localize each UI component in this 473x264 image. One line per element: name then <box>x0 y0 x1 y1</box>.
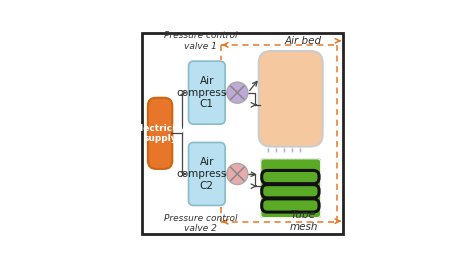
FancyBboxPatch shape <box>262 185 319 198</box>
Text: Tube
mesh: Tube mesh <box>289 210 318 232</box>
FancyBboxPatch shape <box>142 33 343 234</box>
Text: Pressure control
valve 2: Pressure control valve 2 <box>164 214 237 233</box>
Text: Air
compressor
C1: Air compressor C1 <box>176 76 237 109</box>
FancyBboxPatch shape <box>261 159 321 218</box>
FancyBboxPatch shape <box>262 199 319 212</box>
Circle shape <box>227 163 248 185</box>
Text: Air bed: Air bed <box>285 36 322 46</box>
Text: Air
compressor
C2: Air compressor C2 <box>176 157 237 191</box>
FancyBboxPatch shape <box>148 98 172 169</box>
FancyBboxPatch shape <box>262 171 319 184</box>
FancyBboxPatch shape <box>259 51 323 147</box>
FancyBboxPatch shape <box>259 157 323 220</box>
Text: Pressure control
valve 1: Pressure control valve 1 <box>164 31 237 50</box>
Text: Electricity
supply: Electricity supply <box>134 124 186 143</box>
FancyBboxPatch shape <box>189 143 225 205</box>
Circle shape <box>227 82 248 103</box>
FancyBboxPatch shape <box>189 61 225 124</box>
